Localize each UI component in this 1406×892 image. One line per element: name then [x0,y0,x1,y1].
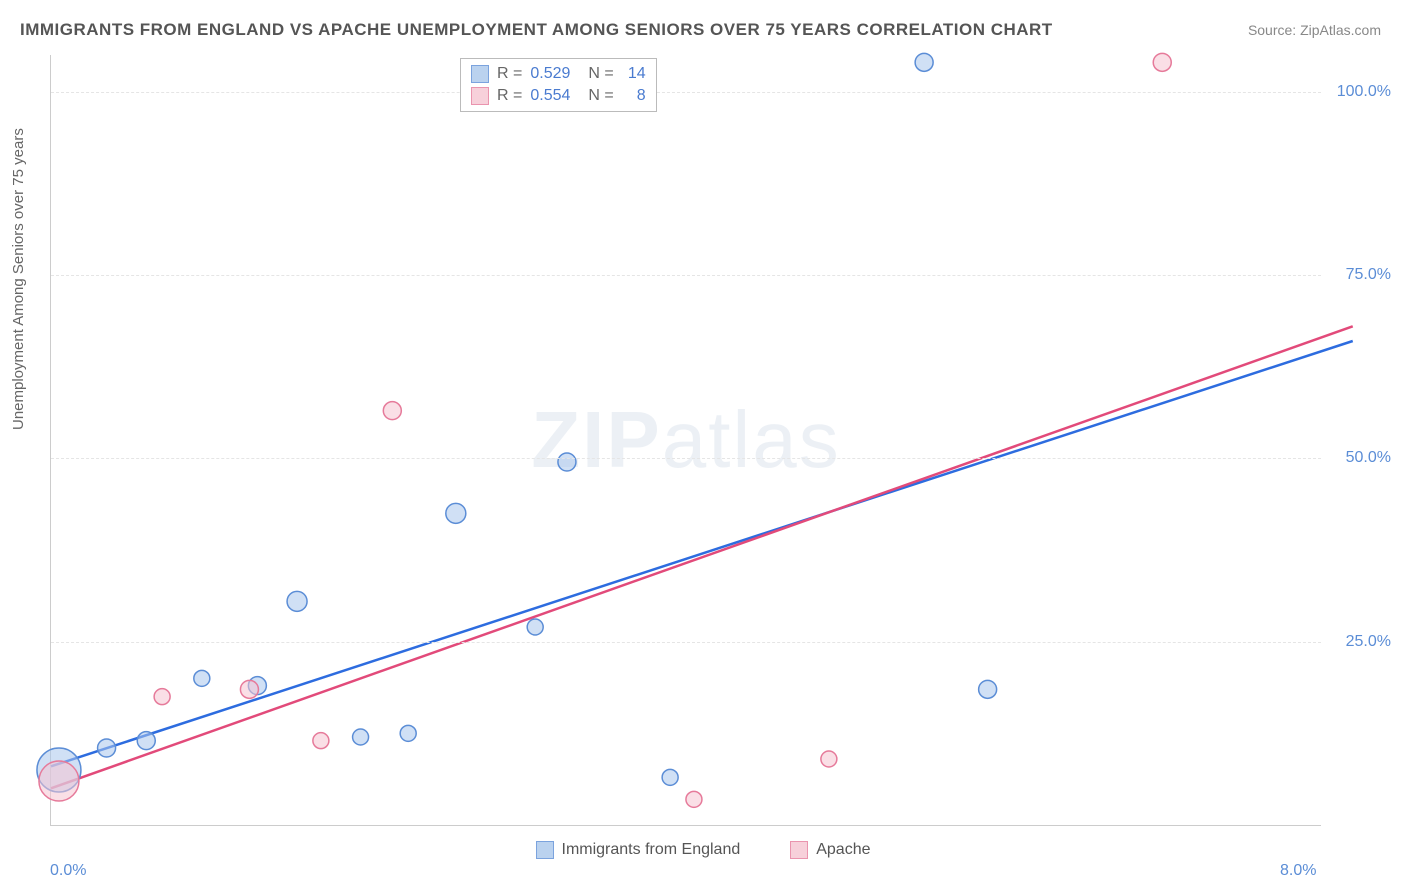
data-point[interactable] [400,725,416,741]
legend-swatch [790,841,808,859]
data-point[interactable] [558,453,576,471]
y-axis-label: Unemployment Among Seniors over 75 years [10,128,27,430]
y-tick-label: 50.0% [1346,449,1391,467]
legend-label: Apache [816,841,870,859]
legend-swatch [471,87,489,105]
legend-n-label: N = [588,65,613,83]
legend-r-value: 0.554 [530,87,580,105]
legend-r-value: 0.529 [530,65,580,83]
legend-swatch [471,65,489,83]
data-point[interactable] [1153,53,1171,71]
legend-item: Immigrants from England [536,841,741,859]
data-point[interactable] [686,791,702,807]
data-point[interactable] [979,680,997,698]
gridline [51,275,1321,276]
x-tick-label: 8.0% [1280,862,1316,880]
y-tick-label: 100.0% [1337,83,1391,101]
chart-container: IMMIGRANTS FROM ENGLAND VS APACHE UNEMPL… [0,0,1406,892]
data-point[interactable] [915,53,933,71]
series-legend: Immigrants from England Apache [0,841,1406,864]
legend-item: Apache [790,841,870,859]
data-point[interactable] [662,769,678,785]
data-point[interactable] [287,591,307,611]
data-point[interactable] [137,732,155,750]
data-point[interactable] [240,680,258,698]
regression-line [51,341,1353,766]
y-tick-label: 75.0% [1346,266,1391,284]
data-point[interactable] [821,751,837,767]
data-point[interactable] [527,619,543,635]
plot-area: ZIPatlas [50,55,1321,826]
data-point[interactable] [98,739,116,757]
chart-svg [51,55,1321,825]
legend-label: Immigrants from England [562,841,741,859]
correlation-legend: R = 0.529 N = 14 R = 0.554 N = 8 [460,58,657,112]
legend-n-value: 14 [622,65,646,83]
data-point[interactable] [446,503,466,523]
regression-line [51,326,1353,788]
legend-r-label: R = [497,65,522,83]
x-tick-label: 0.0% [50,862,86,880]
data-point[interactable] [194,670,210,686]
legend-swatch [536,841,554,859]
legend-r-label: R = [497,87,522,105]
gridline [51,642,1321,643]
data-point[interactable] [39,761,79,801]
data-point[interactable] [353,729,369,745]
gridline [51,92,1321,93]
legend-n-value: 8 [622,87,646,105]
data-point[interactable] [154,689,170,705]
legend-n-label: N = [588,87,613,105]
legend-row: R = 0.554 N = 8 [471,85,646,107]
gridline [51,458,1321,459]
source-attribution: Source: ZipAtlas.com [1248,22,1381,38]
chart-title: IMMIGRANTS FROM ENGLAND VS APACHE UNEMPL… [20,20,1053,40]
data-point[interactable] [313,733,329,749]
y-tick-label: 25.0% [1346,633,1391,651]
data-point[interactable] [383,402,401,420]
legend-row: R = 0.529 N = 14 [471,63,646,85]
